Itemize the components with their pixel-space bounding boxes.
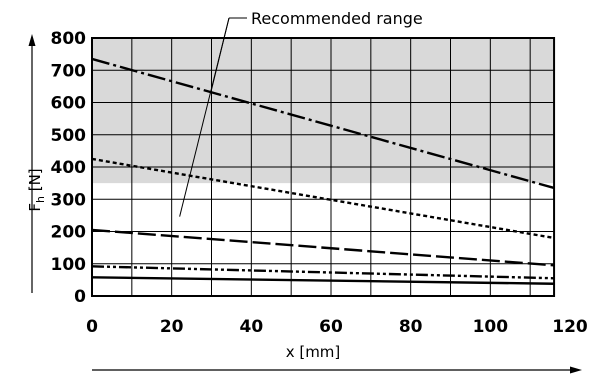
annotation-group: Recommended range [179,9,423,217]
x-tick-label: 120 [552,317,588,337]
plot-frame [91,37,556,297]
y-axis-label-sub: h [34,196,47,203]
series-line-1 [91,57,555,190]
x-tick-label: 60 [319,317,343,337]
x-tick-labels: 0 20 40 60 80 100 120 [86,317,588,337]
y-axis-arrow [28,34,36,293]
y-tick-label: 300 [51,190,87,210]
y-axis-label-main: F [26,203,44,212]
annotation-pointer-2 [179,17,230,217]
y-tick-labels: 0 100 200 300 400 500 600 700 800 [51,29,87,307]
x-tick-label: 20 [160,317,184,337]
series-line-4 [91,265,555,280]
y-tick-label: 400 [51,158,87,178]
y-tick-label: 0 [74,287,86,307]
series-group [91,57,555,285]
x-axis-label: x [mm] [286,343,341,361]
y-tick-label: 700 [51,61,87,81]
series-line-2 [91,157,555,240]
y-tick-label: 500 [51,126,87,146]
x-tick-label: 100 [473,317,509,337]
series-line-5 [91,276,555,285]
series-line-3 [91,228,555,267]
y-axis-label: Fh [N] [26,168,47,211]
y-tick-label: 800 [51,29,87,49]
x-axis-arrow [92,366,582,374]
x-tick-label: 40 [239,317,263,337]
x-tick-label: 0 [86,317,98,337]
y-tick-label: 200 [51,223,87,243]
y-tick-label: 600 [51,94,87,114]
x-tick-label: 80 [399,317,423,337]
annotation-text: Recommended range [251,9,423,28]
y-axis-label-unit: [N] [26,168,44,196]
y-tick-label: 100 [51,255,87,275]
shaded-recommended-range [92,38,555,184]
